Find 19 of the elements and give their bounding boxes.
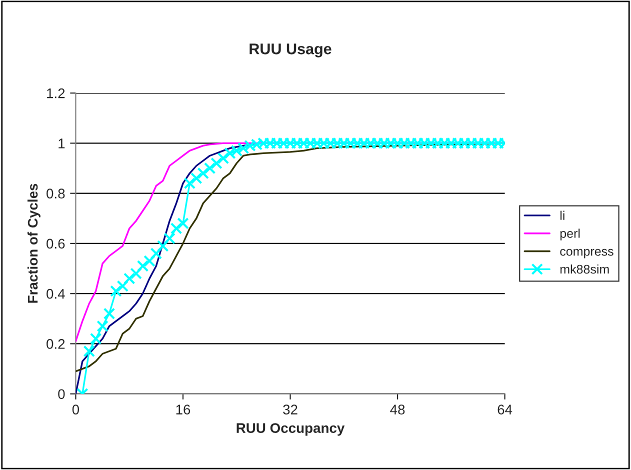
x-tick-label: 48 <box>390 404 405 414</box>
y-axis-title: Fraction of Cycles <box>27 184 40 303</box>
y-tick-label: 0 <box>58 389 65 400</box>
x-axis-title: RUU Occupancy <box>236 423 345 436</box>
y-tick-label: 0.2 <box>46 339 65 349</box>
y-tick-label: 0.4 <box>46 288 65 299</box>
y-tick-label: 0.6 <box>46 238 65 249</box>
y-tick-label: 1 <box>58 138 65 148</box>
y-tick-label: 1.2 <box>47 88 65 98</box>
chart-title: RUU Usage <box>250 44 332 58</box>
legend-label: compress <box>560 248 614 258</box>
x-tick-label: 16 <box>176 404 190 414</box>
x-tick-label: 64 <box>498 404 512 414</box>
legend-label: mk88sim <box>560 264 609 274</box>
legend-label: perl <box>560 228 580 240</box>
x-tick-label: 0 <box>72 404 80 414</box>
x-tick-label: 32 <box>283 404 298 414</box>
y-tick-label: 0.8 <box>46 188 65 198</box>
legend-label: li <box>560 210 564 220</box>
